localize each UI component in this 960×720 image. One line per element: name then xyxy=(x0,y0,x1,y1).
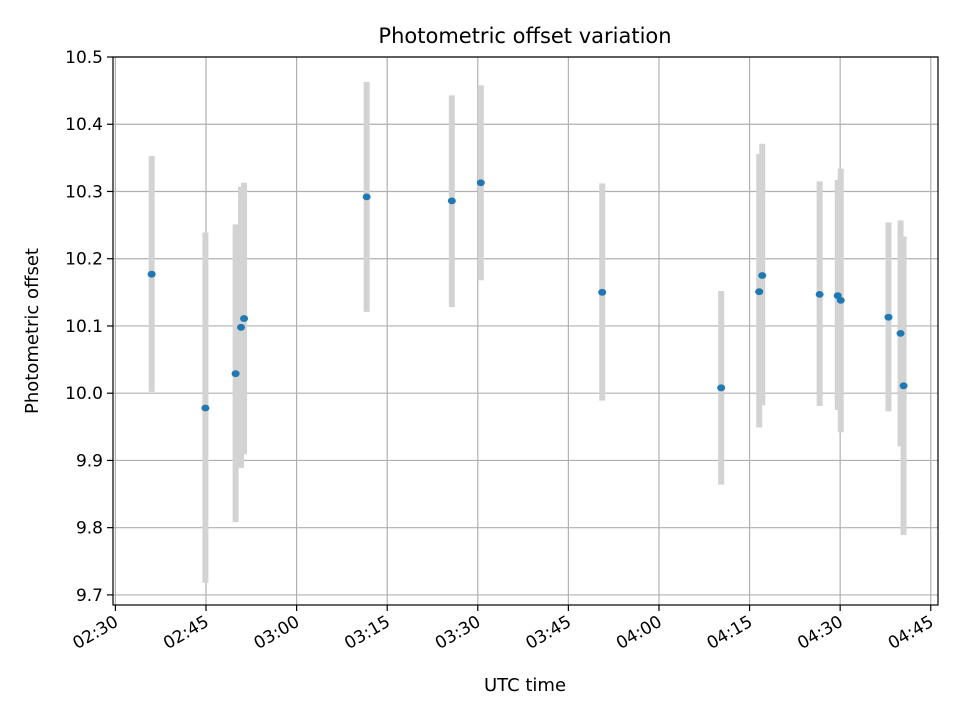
chart-title: Photometric offset variation xyxy=(378,24,671,48)
data-point xyxy=(899,382,908,390)
data-point xyxy=(717,384,726,392)
data-point xyxy=(755,288,764,296)
y-tick-label: 9.7 xyxy=(76,586,103,606)
data-point xyxy=(598,288,607,296)
y-tick-label: 10.2 xyxy=(65,250,103,270)
data-point xyxy=(231,370,240,378)
plot-frame xyxy=(112,56,939,606)
y-tick-label: 10.5 xyxy=(65,48,103,68)
data-point xyxy=(476,179,485,187)
y-axis-ticks: 9.7 9.8 9.9 10.0 10.1 10.2 10.3 10.4 10.5 xyxy=(65,48,113,606)
x-axis-title: UTC time xyxy=(484,675,566,696)
y-tick-label: 9.8 xyxy=(76,519,103,539)
y-tick-label: 10.4 xyxy=(65,115,103,135)
data-points xyxy=(147,179,908,412)
data-point xyxy=(201,404,210,412)
data-point xyxy=(237,323,246,331)
data-point xyxy=(815,290,824,298)
data-point xyxy=(147,270,156,278)
y-tick-label: 10.0 xyxy=(65,384,103,404)
data-point xyxy=(362,193,371,201)
data-point xyxy=(836,297,845,304)
data-point xyxy=(447,197,456,205)
y-tick-label: 10.1 xyxy=(65,317,103,337)
y-axis-title: Photometric offset xyxy=(22,248,43,414)
y-tick-label: 9.9 xyxy=(76,451,103,471)
data-point xyxy=(884,313,893,321)
data-point xyxy=(240,315,249,322)
y-tick-label: 10.3 xyxy=(65,182,103,202)
data-point xyxy=(758,272,767,279)
data-point xyxy=(896,329,905,337)
